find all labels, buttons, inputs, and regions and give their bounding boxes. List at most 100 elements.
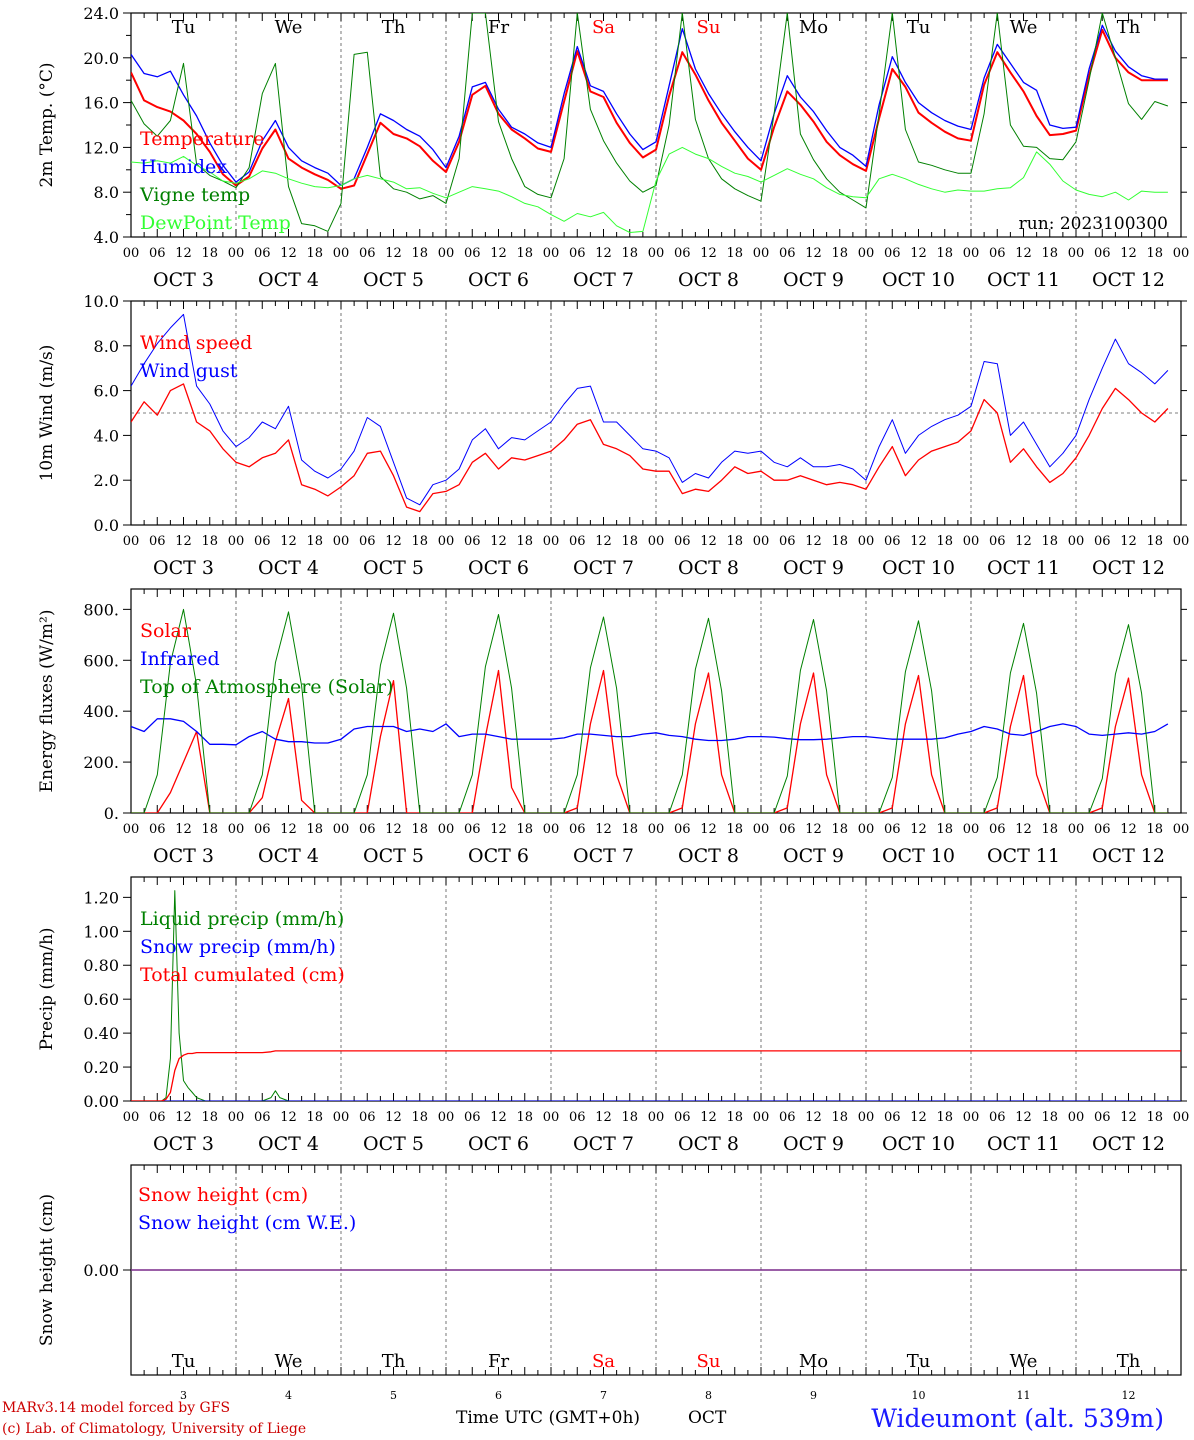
weekday-label: Sa: [592, 1351, 615, 1372]
panels: 4.0 8.0 12.0 16.0 20.0 24.0 2m Temp. (°C) 00 06 1…: [37, 4, 1189, 1402]
weekday-label: Fr: [488, 1351, 509, 1372]
series-line-vigne-temp: [131, 13, 1169, 232]
hour-tick-label: 18: [936, 534, 953, 549]
series-line-liquid-precip-mm-h-: [131, 890, 1181, 1101]
hour-tick-label: 12: [700, 534, 717, 549]
hour-tick-label: 18: [411, 534, 428, 549]
hour-tick-label: 06: [254, 1110, 271, 1125]
day-number-label: 10: [912, 1389, 926, 1402]
weekday-label: Mo: [799, 17, 828, 38]
hour-tick-label: 18: [201, 822, 218, 837]
weekday-label: We: [275, 17, 303, 38]
hour-tick-label: 06: [779, 246, 796, 261]
series-line-wind-speed: [131, 383, 1169, 513]
hour-tick-label: 06: [254, 246, 271, 261]
hour-tick-label: 06: [1094, 246, 1111, 261]
date-label: OCT 10: [882, 845, 955, 867]
hour-tick-label: 06: [884, 1110, 901, 1125]
hour-tick-label: 12: [280, 1110, 297, 1125]
y-tick-label: 2.0: [94, 471, 119, 490]
hour-tick-label: 06: [464, 246, 481, 261]
y-tick-label: 0.40: [83, 1024, 119, 1043]
hour-tick-label: 18: [411, 822, 428, 837]
hour-tick-label: 00: [1173, 822, 1190, 837]
hour-tick-label: 06: [674, 246, 691, 261]
series-group: [131, 13, 1169, 233]
hour-tick-label: 06: [254, 822, 271, 837]
hour-tick-label: 12: [1120, 534, 1137, 549]
y-tick-label: 1.20: [83, 888, 119, 907]
hour-tick-label: 12: [595, 534, 612, 549]
weekday-label: Tu: [172, 17, 196, 38]
y-tick-label: 1.00: [83, 922, 119, 941]
hour-tick-label: 06: [674, 534, 691, 549]
hour-tick-label: 06: [569, 822, 586, 837]
date-label: OCT 5: [363, 1133, 424, 1155]
hour-tick-label: 12: [1120, 822, 1137, 837]
hour-tick-label: 12: [280, 534, 297, 549]
y-tick-label: 0.80: [83, 956, 119, 975]
hour-tick-label: 00: [438, 822, 455, 837]
date-label: OCT 9: [783, 557, 844, 579]
y-tick-label: 0.20: [83, 1058, 119, 1077]
hour-tick-label: 18: [621, 534, 638, 549]
hour-tick-label: 00: [438, 1110, 455, 1125]
hour-tick-label: 06: [569, 1110, 586, 1125]
hour-tick-label: 06: [674, 822, 691, 837]
date-label: OCT 4: [258, 557, 319, 579]
hour-tick-label: 06: [989, 1110, 1006, 1125]
hour-tick-label: 12: [595, 822, 612, 837]
hour-tick-label: 18: [1041, 1110, 1058, 1125]
hour-tick-label: 12: [700, 1110, 717, 1125]
hour-tick-label: 18: [621, 822, 638, 837]
hour-tick-label: 00: [648, 822, 665, 837]
hour-tick-label: 18: [201, 534, 218, 549]
weekday-label: Th: [382, 1351, 406, 1372]
hour-tick-label: 18: [831, 822, 848, 837]
weekday-label: Su: [697, 1351, 721, 1372]
hour-tick-label: 18: [726, 1110, 743, 1125]
hour-tick-label: 06: [1094, 822, 1111, 837]
panel-temp: 4.0 8.0 12.0 16.0 20.0 24.0 2m Temp. (°C) 00 06 1…: [37, 4, 1189, 291]
hour-tick-label: 00: [963, 822, 980, 837]
weekday-label: Tu: [172, 1351, 196, 1372]
hour-tick-label: 12: [910, 822, 927, 837]
hour-tick-label: 12: [385, 822, 402, 837]
weekday-label: Tu: [907, 17, 931, 38]
hour-tick-label: 18: [936, 822, 953, 837]
station-name: Wideumont (alt. 539m): [871, 1404, 1164, 1433]
hour-tick-label: 18: [621, 246, 638, 261]
hour-tick-label: 12: [910, 534, 927, 549]
date-label: OCT 11: [987, 845, 1060, 867]
date-label: OCT 10: [882, 269, 955, 291]
hour-tick-label: 00: [1068, 822, 1085, 837]
series-line-temperature: [131, 28, 1168, 190]
y-axis-label: 2m Temp. (°C): [37, 62, 57, 187]
hour-tick-label: 00: [438, 534, 455, 549]
hour-tick-label: 00: [123, 1110, 140, 1125]
y-axis-label: 10m Wind (m/s): [37, 345, 57, 482]
date-label: OCT 8: [678, 269, 739, 291]
hour-tick-label: 18: [516, 534, 533, 549]
y-axis-label: Energy fluxes (W/m²): [37, 610, 57, 793]
hour-tick-label: 18: [306, 246, 323, 261]
series-group: [131, 890, 1181, 1101]
y-tick-label: 10.0: [83, 292, 119, 311]
y-tick-label: 0.00: [83, 1261, 119, 1280]
hour-tick-label: 00: [1173, 246, 1190, 261]
date-label: OCT 12: [1092, 845, 1165, 867]
date-label: OCT 8: [678, 557, 739, 579]
day-number-label: 3: [180, 1389, 187, 1402]
y-tick-label: 4.0: [94, 228, 119, 247]
hour-tick-label: 12: [1015, 246, 1032, 261]
hour-tick-label: 12: [805, 534, 822, 549]
hour-tick-label: 18: [1146, 1110, 1163, 1125]
legend-entry: Snow height (cm W.E.): [138, 1212, 356, 1234]
hour-tick-label: 12: [280, 246, 297, 261]
weekday-label: Tu: [907, 1351, 931, 1372]
hour-tick-label: 12: [1015, 822, 1032, 837]
hour-tick-label: 12: [595, 1110, 612, 1125]
y-tick-label: 600.: [83, 651, 119, 670]
date-label: OCT 11: [987, 1133, 1060, 1155]
